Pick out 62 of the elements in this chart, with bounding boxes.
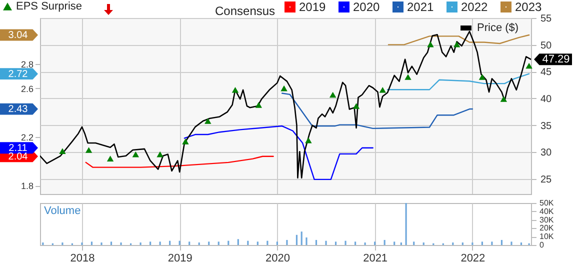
y-tick-label: 1.8 [20, 181, 34, 192]
y-tick-label: 2.6 [20, 84, 34, 94]
text: 2.72 [8, 68, 28, 80]
point [453, 41, 460, 48]
annotation: Volume [44, 205, 81, 217]
point [232, 86, 239, 93]
x-tick-label: 2022 [460, 252, 486, 264]
text: 2.04 [8, 151, 28, 162]
y-tick-label: 50K [540, 198, 554, 208]
y-tick-label: 10K [540, 232, 554, 242]
y2-tick-label: 25 [540, 174, 552, 186]
point [379, 86, 386, 93]
point [427, 41, 434, 48]
point [106, 156, 114, 162]
legend-title: Consensus [215, 4, 276, 18]
point [280, 85, 288, 92]
text: 47.29 [542, 53, 570, 66]
text: 2.11 [8, 142, 28, 154]
point [305, 137, 312, 144]
y-tick-label: 30K [540, 215, 554, 224]
point [182, 138, 189, 144]
y-tick-label: 0 [540, 240, 544, 250]
y-tick-label: 2.8 [20, 60, 34, 70]
x-tick-label: 2020 [265, 252, 290, 264]
legend-label: EPS Surprise [16, 0, 82, 12]
text: 3.04 [8, 30, 28, 41]
point [352, 103, 360, 109]
point [526, 62, 532, 69]
legend-label: 2021 [407, 0, 434, 14]
point [329, 92, 336, 98]
legend-label: 2020 [353, 0, 380, 14]
line-series [388, 34, 530, 46]
point [59, 148, 66, 154]
y2-tick-label: 55 [540, 14, 552, 24]
y-tick-label: 2.2 [20, 132, 34, 142]
y2-tick-label: 40 [540, 94, 552, 105]
y2-tick-label: 45 [540, 67, 552, 78]
point [500, 96, 508, 102]
y-tick-label: 40K [540, 206, 554, 216]
point [404, 74, 412, 80]
point [204, 118, 212, 124]
point [132, 151, 140, 158]
legend-label: 2023 [515, 0, 542, 14]
legend-label: Price ($) [477, 22, 519, 34]
point [478, 74, 486, 80]
x-tick-label: 2021 [363, 252, 388, 264]
line-series [85, 156, 274, 168]
legend-label: 2022 [461, 0, 488, 14]
point [156, 151, 164, 158]
x-tick-label: 2019 [168, 252, 192, 264]
text: 2.43 [8, 104, 28, 116]
y2-tick-label: 35 [540, 120, 552, 132]
point [85, 147, 92, 153]
point [255, 102, 262, 108]
y2-tick-label: 50 [540, 40, 552, 52]
line-series [281, 92, 474, 130]
x-tick-label: 2018 [70, 252, 95, 264]
legend-label: 2019 [299, 0, 326, 14]
y2-tick-label: 30 [540, 148, 552, 159]
line-series [386, 73, 530, 90]
y-tick-label: 20K [540, 224, 554, 233]
line-series [184, 125, 374, 180]
